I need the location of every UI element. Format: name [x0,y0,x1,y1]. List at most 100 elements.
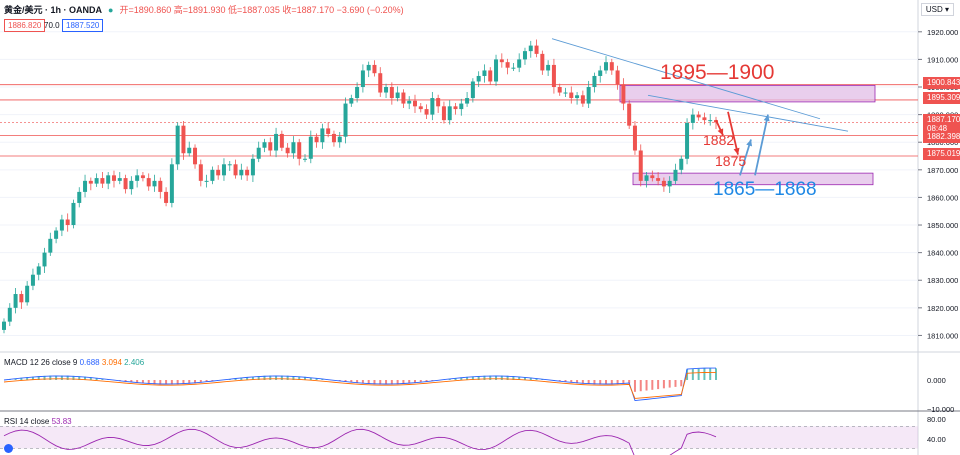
candle-body [181,125,186,154]
candle-body [291,142,296,154]
candle-body [360,70,365,88]
rsi-title[interactable]: RSI 14 close [4,417,50,426]
candle-body [476,75,481,82]
chart-header: 黄金/美元 · 1h · OANDA ● 开=1890.860 高=1891.9… [4,3,404,16]
macd-histogram-bar [489,375,492,380]
level-label-1882: 1882.398 [923,131,960,143]
macd-histogram-bar [275,375,278,380]
macd-histogram-bar [373,380,376,385]
candle-body [656,178,661,181]
candle-body [36,266,41,275]
macd-histogram-bar [466,376,469,380]
candle-body [303,158,308,160]
candle-body [702,117,707,121]
candle-body [349,98,354,104]
resistance-zone [619,84,876,103]
forecast-arrows [715,111,770,176]
macd-histogram-bar [471,376,474,380]
candle-body [447,106,452,121]
candle-body [632,125,637,151]
candle-body [54,230,59,239]
macd-title[interactable]: MACD 12 26 close 9 [4,358,78,367]
ask-price[interactable]: 1887.520 [62,19,104,32]
macd-value-2: 3.094 [101,358,122,367]
macd-histogram-bar [344,380,347,382]
candle-body [580,95,585,104]
candle-body [94,178,99,184]
price-zones [619,84,876,186]
candle-body [204,180,209,182]
macd-axis-zero: 0.000 [927,376,946,385]
macd-histogram-bar [20,377,23,380]
candle-body [164,191,169,203]
eye-icon[interactable]: ● [108,4,114,15]
candle-body [557,87,562,93]
symbol-label[interactable]: 黄金/美元 · 1h · OANDA [4,5,102,15]
macd-histogram-bar [49,375,52,380]
candle-body [7,307,12,322]
macd-histogram-bar [610,380,613,385]
candle-body [673,169,678,181]
macd-histogram-bar [304,376,307,380]
candle-body [210,169,215,181]
arrow-up-short-head [746,139,753,147]
macd-histogram-bar [89,377,92,380]
candle-body [250,158,255,176]
arrow-up-long-head [763,114,770,122]
arrow-down-1882-head [717,128,724,136]
candle-body [117,178,122,181]
candle-body [158,180,163,192]
macd-histogram-bar [130,380,133,383]
spread-value: 70.0 [44,21,60,30]
candle-body [534,45,539,54]
macd-histogram-bar [199,380,202,383]
candle-body [279,133,284,148]
rsi-axis-40: 40.00 [927,435,946,444]
candle-body [488,70,493,82]
currency-selector[interactable]: USD ▾ [920,3,954,16]
tick-label: 1860.000 [927,193,958,202]
macd-histogram-bar [309,377,312,380]
macd-histogram-bar [356,380,359,384]
candle-body [517,59,522,68]
candle-body [285,147,290,154]
macd-histogram-bar [257,376,260,380]
candle-body [384,87,389,93]
candle-body [239,169,244,176]
macd-histogram-bar [246,377,249,380]
candle-body [563,92,568,94]
candle-body [216,169,221,176]
macd-histogram-bar [26,377,29,380]
candle-body [308,136,313,159]
candle-body [430,98,435,115]
macd-histogram-bar [576,380,579,384]
macd-histogram-bar [95,377,98,380]
target-1882-label: 1882 [703,132,735,148]
macd-histogram-bar [269,375,272,380]
candle-body [187,147,192,154]
arrow-down-1875 [727,111,739,155]
candle-body [679,158,684,170]
candle-body [2,321,6,330]
candle-body [650,175,655,179]
candle-body [407,100,412,104]
macd-histogram-bar [396,380,399,385]
bid-price[interactable]: 1886.820 [4,19,46,32]
macd-histogram-bar [645,380,648,391]
current-price: 1887.170 [927,115,960,124]
candle-body [685,122,690,159]
candle-body [436,98,441,107]
tick-label: 1920.000 [927,28,958,37]
candle-body [401,92,406,104]
macd-histogram-bar [639,380,642,392]
macd-histogram-bar [55,375,58,380]
macd-histogram-bar [350,380,353,383]
rsi-value: 53.83 [51,417,72,426]
candle-body [71,202,76,226]
candle-body [453,106,458,110]
candle-body [696,114,701,118]
candle-body [389,87,394,99]
macd-legend: MACD 12 26 close 9 0.688 3.094 2.406 [4,358,144,367]
